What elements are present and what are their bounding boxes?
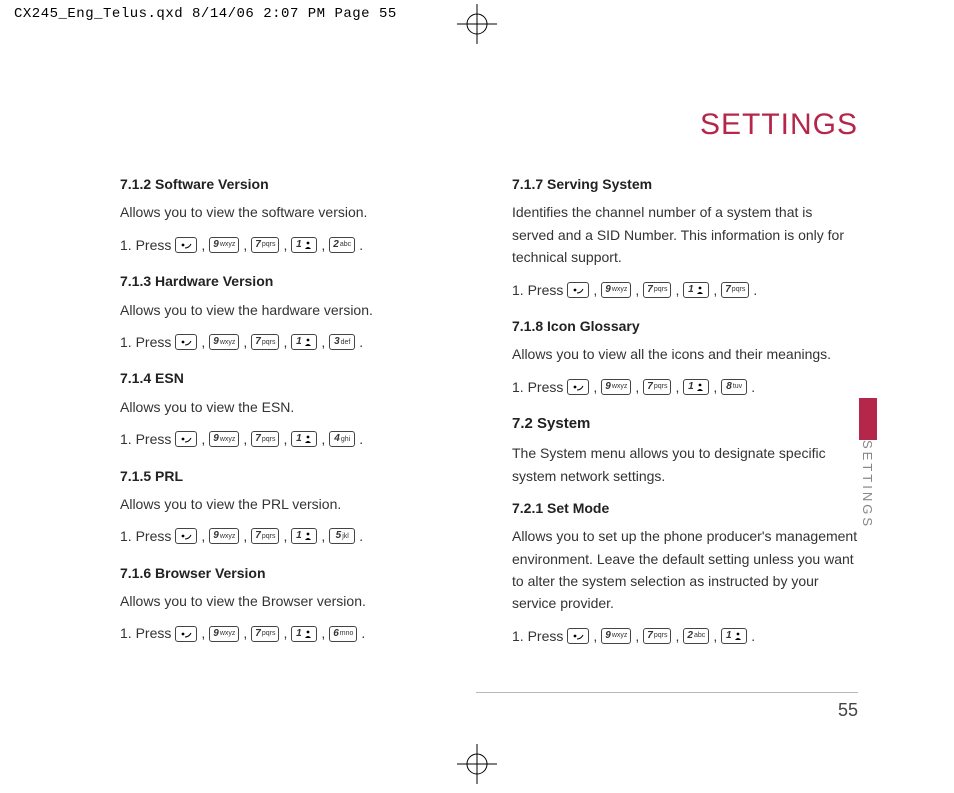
keypad-1-icon: 1	[291, 626, 317, 642]
keypad-7-icon: 7pqrs	[251, 237, 279, 253]
press-label: 1. Press	[120, 331, 171, 353]
left-column: 7.1.2 Software Version Allows you to vie…	[120, 173, 466, 661]
keypad-1-icon: 1	[291, 237, 317, 253]
press-7-1-3: 1. Press , 9wxyz, 7pqrs, 1, 3def .	[120, 331, 466, 353]
keypad-9-icon: 9wxyz	[209, 528, 239, 544]
side-tab	[859, 398, 877, 440]
menu-key-icon	[175, 431, 197, 447]
heading-7-1-7: 7.1.7 Serving System	[512, 173, 858, 195]
text-7-1-4: Allows you to view the ESN.	[120, 396, 466, 418]
keypad-9-icon: 9wxyz	[601, 282, 631, 298]
registration-mark-bottom	[457, 744, 497, 789]
keypad-9-icon: 9wxyz	[209, 626, 239, 642]
menu-key-icon	[567, 282, 589, 298]
right-column: 7.1.7 Serving System Identifies the chan…	[512, 173, 858, 661]
keypad-7-icon: 7pqrs	[251, 528, 279, 544]
keypad-7-icon: 7pqrs	[643, 379, 671, 395]
keypad-1-icon: 1	[683, 379, 709, 395]
press-7-1-7: 1. Press , 9wxyz, 7pqrs, 1, 7pqrs .	[512, 279, 858, 301]
keypad-1-icon: 1	[721, 628, 747, 644]
keypad-2-icon: 2abc	[329, 237, 355, 253]
menu-key-icon	[175, 334, 197, 350]
press-7-1-5: 1. Press , 9wxyz, 7pqrs, 1, 5jkl .	[120, 525, 466, 547]
footer-rule	[476, 692, 858, 693]
heading-7-2: 7.2 System	[512, 412, 858, 436]
keypad-9-icon: 9wxyz	[601, 628, 631, 644]
keypad-6-icon: 6mno	[329, 626, 357, 642]
keypad-7-icon: 7pqrs	[643, 282, 671, 298]
text-7-1-5: Allows you to view the PRL version.	[120, 493, 466, 515]
press-label: 1. Press	[512, 625, 563, 647]
heading-7-1-4: 7.1.4 ESN	[120, 367, 466, 389]
menu-key-icon	[567, 628, 589, 644]
keypad-1-icon: 1	[291, 528, 317, 544]
keypad-8-icon: 8tuv	[721, 379, 747, 395]
keypad-9-icon: 9wxyz	[601, 379, 631, 395]
keypad-5-icon: 5jkl	[329, 528, 355, 544]
menu-key-icon	[175, 626, 197, 642]
keypad-1-icon: 1	[291, 334, 317, 350]
keypad-7-icon: 7pqrs	[251, 334, 279, 350]
keypad-1-icon: 1	[291, 431, 317, 447]
text-7-1-6: Allows you to view the Browser version.	[120, 590, 466, 612]
heading-7-1-3: 7.1.3 Hardware Version	[120, 270, 466, 292]
press-7-1-2: 1. Press , 9wxyz, 7pqrs, 1, 2abc .	[120, 234, 466, 256]
text-7-1-8: Allows you to view all the icons and the…	[512, 343, 858, 365]
menu-key-icon	[567, 379, 589, 395]
press-label: 1. Press	[120, 622, 171, 644]
keypad-9-icon: 9wxyz	[209, 237, 239, 253]
press-label: 1. Press	[120, 234, 171, 256]
menu-key-icon	[175, 237, 197, 253]
text-7-1-3: Allows you to view the hardware version.	[120, 299, 466, 321]
press-label: 1. Press	[512, 376, 563, 398]
print-slug: CX245_Eng_Telus.qxd 8/14/06 2:07 PM Page…	[14, 6, 397, 22]
heading-7-1-2: 7.1.2 Software Version	[120, 173, 466, 195]
press-label: 1. Press	[512, 279, 563, 301]
keypad-3-icon: 3def	[329, 334, 355, 350]
heading-7-2-1: 7.2.1 Set Mode	[512, 497, 858, 519]
page-number: 55	[838, 700, 858, 721]
registration-mark-top	[457, 4, 497, 49]
heading-7-1-5: 7.1.5 PRL	[120, 465, 466, 487]
keypad-9-icon: 9wxyz	[209, 334, 239, 350]
keypad-7-icon: 7pqrs	[251, 626, 279, 642]
press-7-2-1: 1. Press , 9wxyz, 7pqrs, 2abc, 1 .	[512, 625, 858, 647]
text-7-2-1: Allows you to set up the phone producer'…	[512, 525, 858, 615]
heading-7-1-8: 7.1.8 Icon Glossary	[512, 315, 858, 337]
body-content: 7.1.2 Software Version Allows you to vie…	[120, 173, 858, 661]
press-7-1-4: 1. Press , 9wxyz, 7pqrs, 1, 4ghi .	[120, 428, 466, 450]
text-7-2: The System menu allows you to designate …	[512, 442, 858, 487]
keypad-2-icon: 2abc	[683, 628, 709, 644]
keypad-7-icon: 7pqrs	[721, 282, 749, 298]
text-7-1-2: Allows you to view the software version.	[120, 201, 466, 223]
keypad-7-icon: 7pqrs	[643, 628, 671, 644]
keypad-7-icon: 7pqrs	[251, 431, 279, 447]
keypad-1-icon: 1	[683, 282, 709, 298]
press-label: 1. Press	[120, 525, 171, 547]
press-label: 1. Press	[120, 428, 171, 450]
side-section-label: SETTINGS	[860, 440, 875, 529]
text-7-1-7: Identifies the channel number of a syste…	[512, 201, 858, 268]
press-7-1-8: 1. Press , 9wxyz, 7pqrs, 1, 8tuv .	[512, 376, 858, 398]
heading-7-1-6: 7.1.6 Browser Version	[120, 562, 466, 584]
keypad-4-icon: 4ghi	[329, 431, 355, 447]
page-title: SETTINGS	[700, 108, 858, 142]
press-7-1-6: 1. Press , 9wxyz, 7pqrs, 1, 6mno .	[120, 622, 466, 644]
keypad-9-icon: 9wxyz	[209, 431, 239, 447]
menu-key-icon	[175, 528, 197, 544]
